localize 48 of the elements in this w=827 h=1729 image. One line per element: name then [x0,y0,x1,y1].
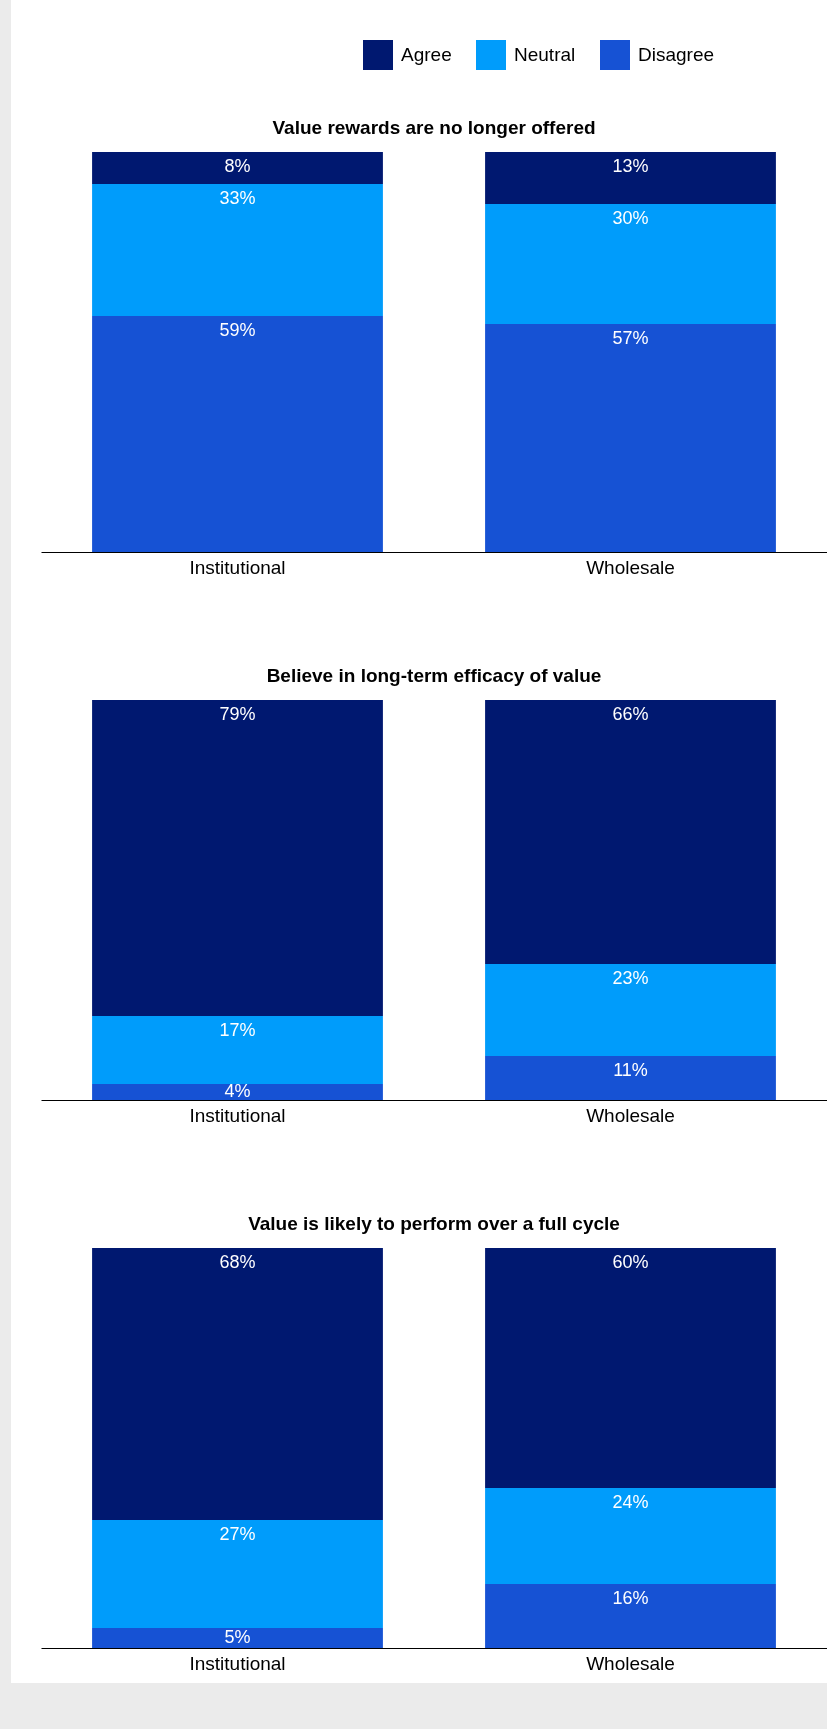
x-tick-label: Institutional [189,1652,286,1674]
legend-label: Neutral [514,44,576,65]
data-label: 59% [219,320,256,340]
x-tick-label: Wholesale [586,556,675,578]
legend-label: Agree [401,44,452,65]
bar [92,184,383,316]
data-label: 24% [612,1492,649,1512]
bar [485,1488,776,1584]
bar [92,316,383,552]
x-tick-label: Wholesale [586,1104,675,1126]
data-label: 13% [612,156,649,176]
data-label: 11% [613,1060,648,1080]
data-label: 8% [224,156,251,176]
data-label: 4% [224,1081,251,1101]
data-label: 17% [219,1020,256,1040]
bar [485,700,776,964]
x-tick-label: Institutional [189,556,286,578]
bar [92,152,383,184]
bar [92,1016,383,1084]
bar [485,1056,776,1100]
data-label: 79% [219,704,256,724]
x-tick-label: Institutional [189,1104,286,1126]
bar [485,1584,776,1648]
data-label: 66% [612,704,649,724]
data-label: 5% [224,1627,251,1647]
chart-title: Value rewards are no longer offered [272,117,596,138]
bar [485,1248,776,1488]
data-label: 33% [219,188,256,208]
data-label: 57% [612,328,649,348]
data-label: 68% [219,1252,256,1272]
bar [92,1084,383,1100]
x-tick-label: Wholesale [586,1652,675,1674]
data-label: 60% [612,1252,649,1272]
bar [92,1628,383,1648]
bar [92,1520,383,1628]
legend-label: Disagree [638,44,715,65]
bar [92,1248,383,1520]
bar [485,152,776,204]
bar [92,700,383,1016]
data-label: 27% [219,1524,256,1544]
data-label: 23% [612,968,649,988]
chart-title: Believe in long-term efficacy of value [266,665,602,686]
bar [485,204,776,324]
data-label: 30% [612,208,649,228]
bar [485,964,776,1056]
data-label: 16% [612,1588,649,1608]
bar [485,324,776,552]
chart-title: Value is likely to perform over a full cycle [248,1213,620,1234]
